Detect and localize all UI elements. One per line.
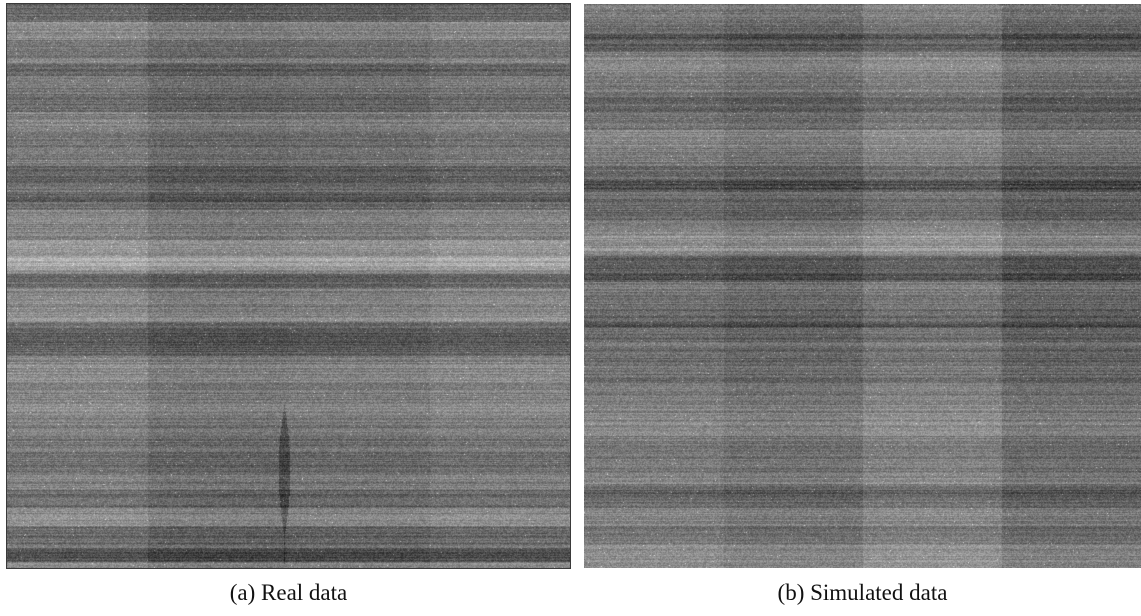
simulated-data-noise-canvas (584, 4, 1141, 568)
real-data-caption: (a) Real data (229, 580, 348, 605)
real-data-image (6, 3, 571, 569)
real-data-noise-canvas (7, 4, 570, 568)
simulated-data-caption: (b) Simulated data (777, 580, 948, 605)
simulated-data-image (584, 4, 1141, 568)
